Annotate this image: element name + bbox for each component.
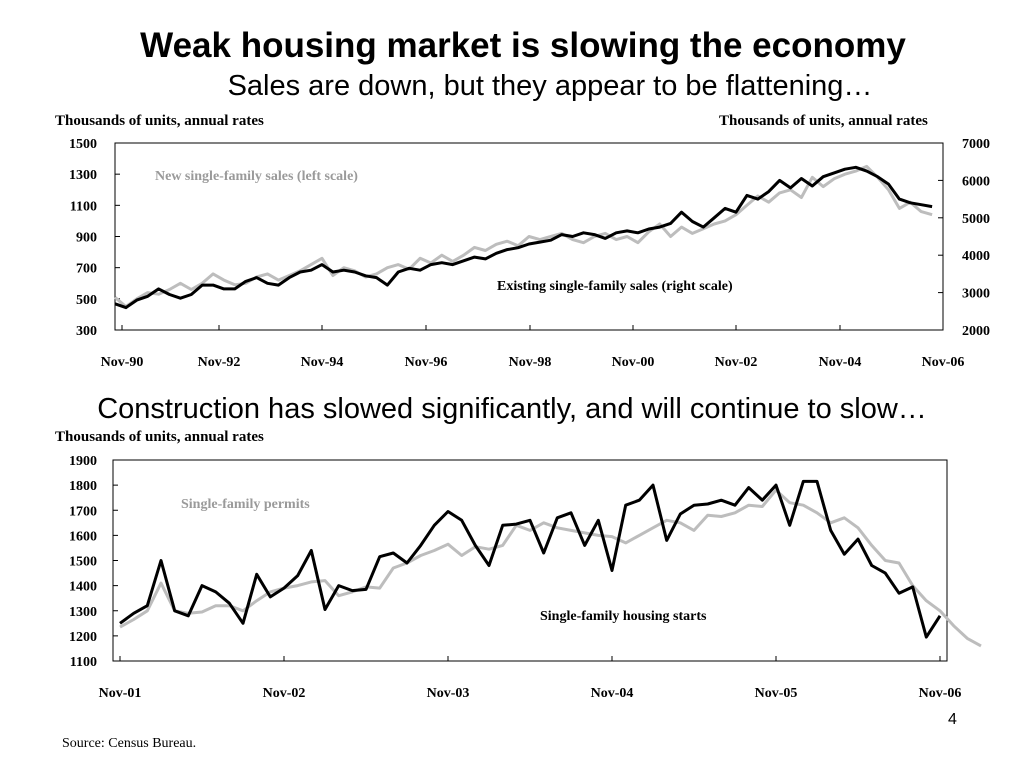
chart1-right-unit-label: Thousands of units, annual rates xyxy=(719,113,928,129)
slide-subtitle: Sales are down, but they appear to be fl… xyxy=(227,70,873,102)
slide-title: Weak housing market is slowing the econo… xyxy=(140,26,906,65)
existing-home-sales-label: Existing single-family sales (right scal… xyxy=(497,279,733,294)
housing-starts-label: Single-family housing starts xyxy=(540,609,707,624)
chart2-y-tick-label: 1900 xyxy=(69,454,97,469)
chart1-right-tick-label: 5000 xyxy=(962,212,990,227)
chart1-right-tick-label: 6000 xyxy=(962,174,990,189)
chart2-x-tick-label: Nov-06 xyxy=(919,686,962,701)
chart2-x-tick-label: Nov-02 xyxy=(263,686,306,701)
chart2-y-tick-label: 1800 xyxy=(69,479,97,494)
page-number: 4 xyxy=(948,711,957,728)
chart2-y-tick-label: 1100 xyxy=(70,655,97,670)
chart2-x-tick-label: Nov-05 xyxy=(755,686,798,701)
chart1-left-tick-label: 1300 xyxy=(69,168,97,183)
chart1-left-unit-label: Thousands of units, annual rates xyxy=(55,113,264,129)
permits-label: Single-family permits xyxy=(181,497,310,512)
new-home-sales-label: New single-family sales (left scale) xyxy=(155,169,358,184)
chart1-left-tick-label: 1100 xyxy=(70,199,97,214)
chart1-right-tick-label: 2000 xyxy=(962,324,990,339)
chart2-plot-frame xyxy=(112,459,948,662)
chart1-x-tick-label: Nov-04 xyxy=(819,355,862,370)
chart1-right-tick-label: 4000 xyxy=(962,249,990,264)
chart2-y-tick-label: 1200 xyxy=(69,630,97,645)
chart2-y-tick-label: 1600 xyxy=(69,529,97,544)
housing-starts-line xyxy=(119,479,942,639)
chart1-x-tick-label: Nov-94 xyxy=(301,355,344,370)
chart1-x-tick-label: Nov-02 xyxy=(715,355,758,370)
chart1-left-tick-label: 300 xyxy=(76,324,97,339)
source-note: Source: Census Bureau. xyxy=(62,736,197,751)
chart1-x-tick-label: Nov-98 xyxy=(509,355,552,370)
chart1-x-tick-label: Nov-06 xyxy=(922,355,965,370)
chart2-x-tick-label: Nov-04 xyxy=(591,686,634,701)
section2-title: Construction has slowed significantly, a… xyxy=(97,393,927,425)
chart1-x-tick-label: Nov-00 xyxy=(612,355,655,370)
chart1-x-tick-label: Nov-92 xyxy=(198,355,241,370)
chart2-y-tick-label: 1300 xyxy=(69,605,97,620)
chart2-y-tick-label: 1700 xyxy=(69,504,97,519)
existing-home-sales-line xyxy=(114,165,933,310)
chart1-left-tick-label: 700 xyxy=(76,262,97,277)
chart1-x-tick-label: Nov-96 xyxy=(405,355,448,370)
chart1-left-tick-label: 900 xyxy=(76,231,97,246)
chart1-left-tick-label: 500 xyxy=(76,293,97,308)
chart1-left-tick-label: 1500 xyxy=(69,137,97,152)
chart1-right-tick-label: 7000 xyxy=(962,137,990,152)
permits-line xyxy=(119,488,982,648)
chart2-y-tick-label: 1500 xyxy=(69,555,97,570)
chart2-x-tick-label: Nov-01 xyxy=(99,686,142,701)
chart2-x-tick-label: Nov-03 xyxy=(427,686,470,701)
chart1-right-tick-label: 3000 xyxy=(962,287,990,302)
chart2-y-tick-label: 1400 xyxy=(69,580,97,595)
chart1-x-tick-label: Nov-90 xyxy=(101,355,144,370)
chart2-unit-label: Thousands of units, annual rates xyxy=(55,429,264,445)
